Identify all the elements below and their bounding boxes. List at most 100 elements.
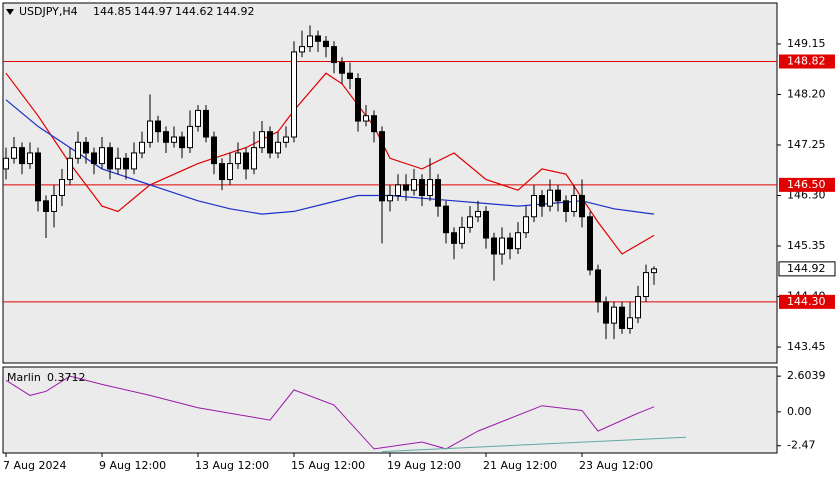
candle-body — [347, 72, 353, 80]
candle-body — [251, 147, 257, 170]
candle-body — [515, 232, 521, 250]
candle-body — [323, 40, 329, 48]
candle-body — [363, 115, 369, 122]
candle-body — [51, 194, 57, 212]
candle-body — [603, 301, 609, 324]
indicator-line — [5, 375, 655, 450]
candle-body — [3, 157, 9, 170]
candle-body — [11, 147, 17, 159]
indicator-trendline — [381, 436, 687, 453]
marks — [3, 25, 777, 453]
candle-body — [491, 237, 497, 255]
candle-body — [131, 152, 137, 170]
candle-body — [35, 152, 41, 202]
level-label: 146.50 — [787, 178, 826, 191]
candle-body — [411, 179, 417, 191]
candle-body — [187, 125, 193, 149]
candle-body — [579, 194, 585, 218]
candle-body — [371, 115, 377, 133]
level-label-box — [779, 54, 835, 69]
candle-body — [403, 184, 409, 191]
candle-body — [499, 237, 505, 255]
candle-body — [123, 157, 129, 170]
candle-body — [267, 131, 273, 154]
collapse-icon — [6, 9, 14, 15]
candle-body — [475, 210, 481, 218]
candle-body — [571, 194, 577, 212]
candle-body — [483, 210, 489, 239]
candle-body — [563, 200, 569, 212]
x-tick-label: 23 Aug 12:00 — [579, 459, 653, 472]
indicator-panel — [2, 366, 778, 454]
price-label: 144.92 — [787, 262, 826, 275]
x-tick-label: 21 Aug 12:00 — [483, 459, 557, 472]
candle-body — [435, 179, 441, 207]
candle-body — [243, 152, 249, 170]
candle-body — [395, 184, 401, 196]
ohlc-close: 144.92 — [216, 5, 255, 18]
y2-tick-label: -2.47 — [787, 439, 815, 452]
candle-body — [643, 272, 649, 298]
candle-body — [507, 237, 513, 250]
price-label-box — [778, 261, 836, 277]
y2-tick-label: 2.6039 — [787, 369, 826, 382]
candle-body — [627, 317, 633, 329]
y-tick-label: 149.15 — [787, 37, 826, 50]
y-tick-label: 143.45 — [787, 340, 826, 353]
x-tick-label: 15 Aug 12:00 — [291, 459, 365, 472]
candle-body — [59, 179, 65, 196]
candle-body — [19, 147, 25, 165]
x-tick-label: 7 Aug 2024 — [3, 459, 66, 472]
candle-body — [555, 189, 561, 202]
candle-body — [147, 120, 153, 143]
candle-body — [331, 46, 337, 64]
candle-body — [171, 136, 177, 143]
candle-body — [211, 136, 217, 165]
level-label: 144.30 — [787, 295, 826, 308]
indicator-value: 0.3712 — [47, 371, 86, 384]
x-tick-label: 19 Aug 12:00 — [387, 459, 461, 472]
y-tick-label: 147.25 — [787, 138, 826, 151]
candle-body — [155, 120, 161, 133]
candle-body — [307, 35, 313, 48]
level-label: 148.82 — [787, 54, 826, 67]
ohlc-high: 144.97 — [134, 5, 173, 18]
x-tick-label: 13 Aug 12:00 — [195, 459, 269, 472]
x-tick-label: 9 Aug 12:00 — [99, 459, 166, 472]
ohlc-low: 144.62 — [175, 5, 214, 18]
candle-body — [163, 131, 169, 143]
candle-body — [83, 141, 89, 154]
candle-body — [227, 163, 233, 181]
level-label-box — [779, 294, 835, 309]
price-panel — [2, 2, 778, 364]
candle-body — [427, 179, 433, 196]
candle-body — [379, 131, 385, 202]
candle-body — [67, 157, 73, 181]
candle-body — [611, 306, 617, 324]
candle-body — [547, 189, 553, 207]
candle-body — [291, 51, 297, 138]
candle-body — [27, 152, 33, 165]
candle-body — [387, 194, 393, 202]
candle-body — [443, 205, 449, 234]
candle-body — [651, 268, 657, 274]
y-tick-label: 148.20 — [787, 87, 826, 100]
candle-body — [283, 136, 289, 143]
candle-body — [179, 136, 185, 149]
candle-body — [203, 109, 209, 138]
candle-body — [107, 147, 113, 170]
indicator-name: Marlin — [7, 371, 41, 384]
candle-body — [467, 216, 473, 228]
candle-body — [619, 306, 625, 329]
candle-body — [275, 141, 281, 154]
candle-body — [459, 226, 465, 244]
candle-body — [635, 296, 641, 319]
y2-tick-label: 0.00 — [787, 405, 812, 418]
level-label-box — [779, 177, 835, 192]
candle-body — [139, 141, 145, 154]
symbol-label: USDJPY,H4 — [19, 5, 78, 18]
candle-body — [419, 179, 425, 196]
candle-body — [43, 200, 49, 212]
